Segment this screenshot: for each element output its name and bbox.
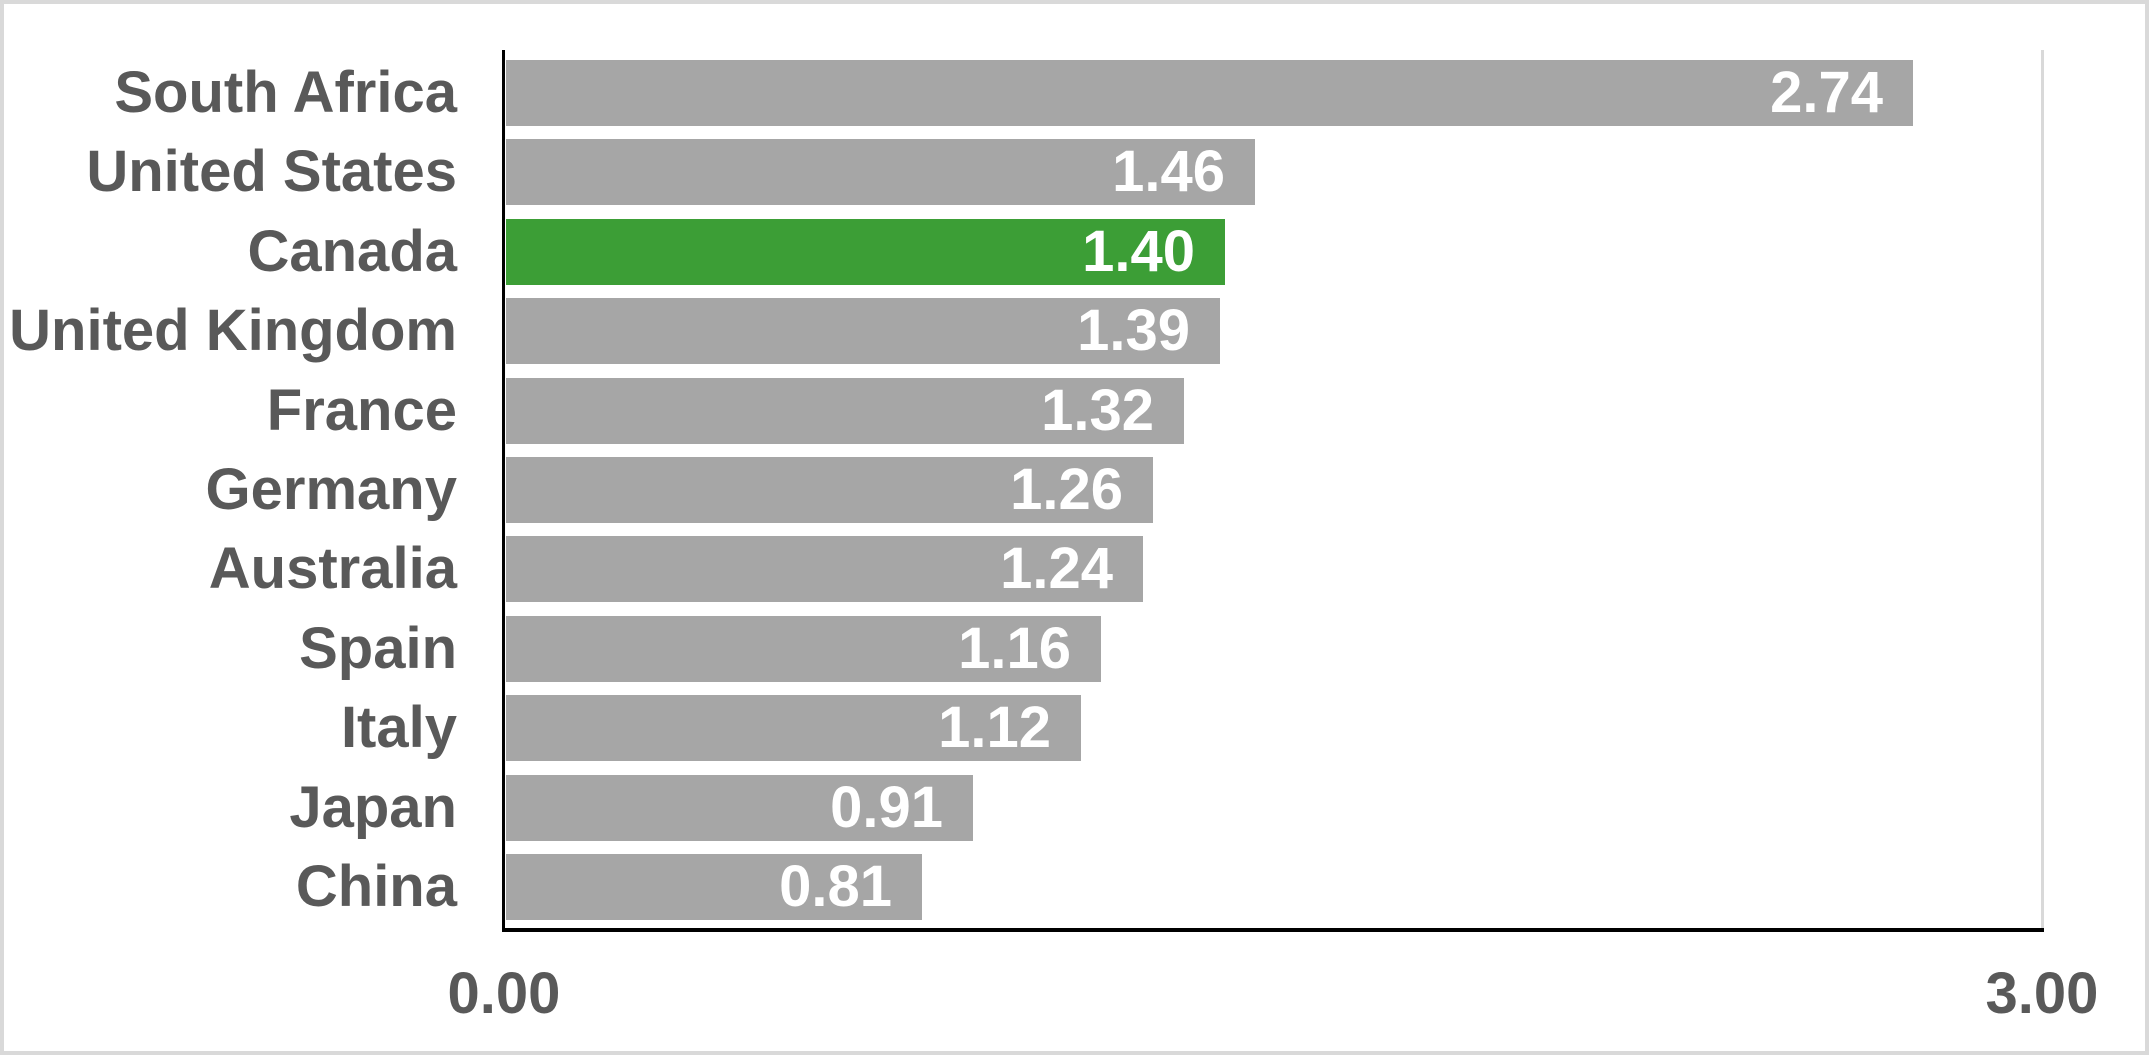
category-label: Australia [208,536,457,601]
bar: 1.26 [506,457,1153,523]
bar-highlighted: 1.40 [506,219,1225,285]
bar-value-label: 1.12 [938,695,1051,760]
bar: 1.12 [506,695,1081,761]
category-label: Germany [205,457,457,522]
bar: 1.16 [506,616,1101,682]
gridline-3-00 [2041,50,2044,928]
bar: 2.74 [506,60,1913,126]
bar: 0.91 [506,775,973,841]
y-axis-line [502,50,505,932]
x-axis-line [502,928,2044,932]
bar: 1.24 [506,536,1143,602]
category-label: South Africa [114,60,457,125]
category-label: United Kingdom [9,298,457,363]
bar: 1.46 [506,139,1255,205]
bar-value-label: 1.32 [1041,378,1154,443]
bar: 1.32 [506,378,1184,444]
category-label: United States [86,139,457,204]
bar-value-label: 1.39 [1077,298,1190,363]
bar-value-label: 1.40 [1082,219,1195,284]
bar-value-label: 0.91 [830,775,943,840]
bar-value-label: 2.74 [1770,60,1883,125]
bar: 0.81 [506,854,922,920]
category-label: China [295,854,457,919]
category-label: Italy [340,695,457,760]
bar-value-label: 1.26 [1010,457,1123,522]
bar-value-label: 1.16 [958,616,1071,681]
bar-value-label: 1.24 [1000,536,1113,601]
category-label: Japan [289,775,457,840]
bar-value-label: 1.46 [1112,139,1225,204]
bar: 1.39 [506,298,1220,364]
category-label: France [266,378,457,443]
x-axis-tick-min: 0.00 [447,961,561,1026]
category-label: Canada [247,219,457,284]
x-axis-tick-max: 3.00 [1985,961,2099,1026]
category-label: Spain [299,616,457,681]
bar-value-label: 0.81 [779,854,892,919]
